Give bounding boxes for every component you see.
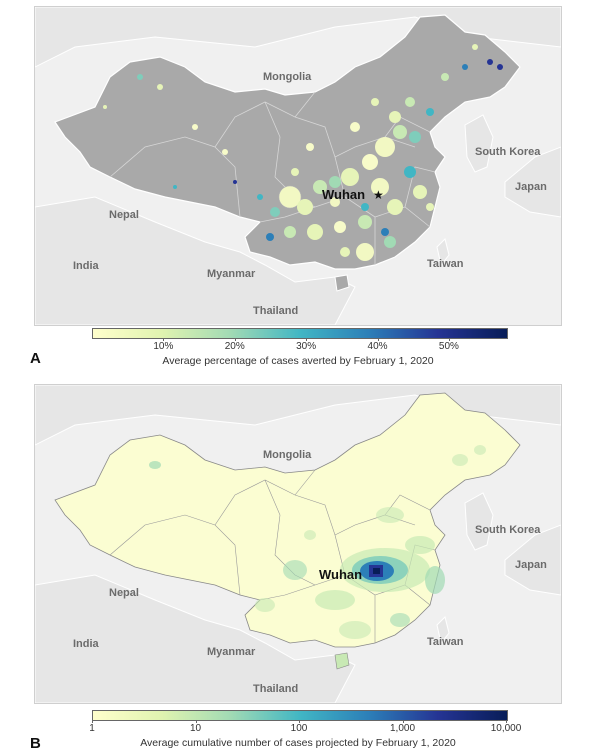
colorbar-tick [163, 338, 165, 341]
japan-land [504, 146, 561, 218]
label-thailand-b: Thailand [253, 683, 298, 695]
wuhan-label-b: Wuhan [319, 567, 362, 582]
label-taiwan-a: Taiwan [427, 258, 464, 270]
label-south-korea-b: South Korea [475, 524, 541, 536]
colorbar-tick-label: 1,000 [389, 723, 416, 734]
colorbar-a [92, 328, 508, 339]
korea-land-b [464, 492, 494, 551]
neighbor-land-north-b [35, 385, 561, 446]
colorbar-tick-label: 1 [89, 723, 95, 734]
label-japan-a: Japan [515, 181, 547, 193]
case-density [149, 445, 486, 639]
colorbar-tick-label: 20% [224, 341, 245, 352]
colorbar-tick [299, 720, 300, 723]
wuhan-label-a: Wuhan [322, 187, 365, 202]
label-japan-b: Japan [515, 559, 547, 571]
japan-land-b [504, 524, 561, 596]
panel-a: ★ Wuhan Mongolia South Korea Japan Nepal… [30, 6, 562, 367]
colorbar-tick-label: 10% [153, 341, 174, 352]
panel-b: Wuhan Mongolia South Korea Japan Nepal I… [0, 378, 594, 756]
colorbar-tick [306, 338, 308, 341]
label-thailand-a: Thailand [253, 305, 298, 317]
colorbar-tick-label: 30% [296, 341, 317, 352]
colorbar-tick [506, 720, 507, 723]
colorbar-tick-label: 10,000 [490, 723, 522, 734]
colorbar-tick [402, 720, 404, 723]
colorbar-tick-label: 10 [189, 723, 202, 734]
label-india-a: India [73, 260, 100, 272]
case-bubbles [103, 44, 503, 261]
colorbar-tick [234, 338, 236, 341]
china-outline-a [54, 14, 521, 270]
colorbar-tick [377, 338, 379, 341]
neighbor-land-north [35, 7, 561, 68]
map-a: ★ Wuhan Mongolia South Korea Japan Nepal… [35, 7, 561, 325]
colorbar-tick [92, 720, 93, 723]
colorbar-tick [195, 720, 197, 723]
colorbar-tick-label: 50% [438, 341, 459, 352]
wuhan-star-icon: ★ [373, 188, 384, 202]
neighbor-land-south [35, 196, 356, 325]
taiwan-land [436, 238, 450, 267]
panel-letter-b: B [30, 735, 41, 752]
label-myanmar-b: Myanmar [207, 646, 256, 658]
map-b: Wuhan Mongolia South Korea Japan Nepal I… [35, 385, 561, 703]
label-nepal-b: Nepal [109, 587, 139, 599]
korea-land [464, 114, 494, 173]
colorbar-b [92, 710, 508, 721]
map-b-frame: Wuhan Mongolia South Korea Japan Nepal I… [34, 384, 562, 704]
legend-title-a: Average percentage of cases averted by F… [162, 355, 434, 367]
taiwan-land-b [436, 616, 450, 645]
colorbar-tick [448, 338, 450, 341]
label-myanmar-a: Myanmar [207, 268, 256, 280]
label-india-b: India [73, 638, 100, 650]
colorbar-tick-label: 100 [290, 723, 308, 734]
label-taiwan-b: Taiwan [427, 636, 464, 648]
label-nepal-a: Nepal [109, 209, 139, 221]
panel-letter-a: A [30, 350, 41, 367]
colorbar-tick-label: 40% [367, 341, 388, 352]
legend-title-b: Average cumulative number of cases proje… [140, 737, 456, 749]
neighbor-land-south-b [35, 574, 356, 703]
label-mongolia-b: Mongolia [263, 449, 312, 461]
map-a-frame: ★ Wuhan Mongolia South Korea Japan Nepal… [34, 6, 562, 326]
hainan-b [334, 652, 350, 670]
hainan-a [334, 274, 350, 292]
label-mongolia-a: Mongolia [263, 71, 312, 83]
label-south-korea-a: South Korea [475, 146, 541, 158]
